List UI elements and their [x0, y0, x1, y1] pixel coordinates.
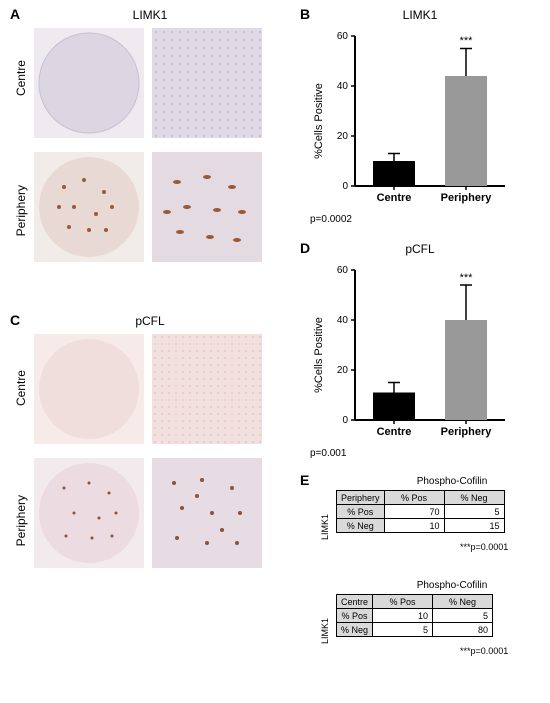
panel-d-label: D	[300, 240, 310, 256]
chart-b-svg: 0 20 40 60 *** Centre Periphery %Cells Posit…	[310, 26, 530, 216]
t1-rh2: % Neg	[337, 519, 385, 533]
chart-b-title: LIMK1	[310, 8, 530, 22]
svg-text:%Cells Positive: %Cells Positive	[313, 83, 325, 159]
t1-ch2: % Neg	[444, 491, 504, 505]
table2-side-title: LIMK1	[320, 604, 330, 644]
panel-e-label: E	[300, 472, 309, 488]
micrograph-c-centre-high	[152, 334, 262, 444]
panel-a-label: A	[10, 6, 20, 22]
svg-text:Periphery: Periphery	[441, 426, 493, 438]
chart-limk1: LIMK1 0 20 40 60 *** Centre	[310, 8, 530, 221]
svg-text:%Cells Positive: %Cells Positive	[313, 317, 325, 393]
table2-sig: ***p=0.0001	[460, 646, 508, 656]
panel-a-periphery-label: Periphery	[14, 185, 28, 236]
panel-a-title: LIMK1	[110, 8, 190, 22]
svg-text:60: 60	[337, 31, 349, 42]
t2-corner: Centre	[337, 595, 373, 609]
micrograph-a-periph-high	[152, 152, 262, 262]
t2-c11: 10	[373, 609, 433, 623]
svg-text:***: ***	[460, 272, 474, 284]
t2-ch1: % Pos	[373, 595, 433, 609]
t2-ch2: % Neg	[433, 595, 493, 609]
t1-ch1: % Pos	[384, 491, 444, 505]
svg-text:Centre: Centre	[377, 426, 412, 438]
svg-text:40: 40	[337, 315, 349, 326]
table1-sig: ***p=0.0001	[460, 542, 508, 552]
svg-text:20: 20	[337, 365, 349, 376]
t1-c22: 15	[444, 519, 504, 533]
t2-c22: 80	[433, 623, 493, 637]
svg-text:60: 60	[337, 265, 349, 276]
micrograph-a-periph-low	[34, 152, 144, 262]
t2-rh1: % Pos	[337, 609, 373, 623]
chart-b-pval: p=0.0002	[310, 214, 352, 225]
t2-rh2: % Neg	[337, 623, 373, 637]
t2-c12: 5	[433, 609, 493, 623]
svg-text:40: 40	[337, 81, 349, 92]
panel-a-centre-label: Centre	[14, 60, 28, 96]
t1-c21: 10	[384, 519, 444, 533]
micrograph-c-periph-low	[34, 458, 144, 568]
svg-text:Periphery: Periphery	[441, 192, 493, 204]
svg-text:0: 0	[342, 181, 348, 192]
svg-text:0: 0	[342, 415, 348, 426]
contingency-table-centre: Centre% Pos% Neg % Pos105 % Neg580	[336, 594, 493, 637]
table1-side-title: LIMK1	[320, 500, 330, 540]
contingency-table-periphery: Periphery% Pos% Neg % Pos705 % Neg1015	[336, 490, 505, 533]
t2-c21: 5	[373, 623, 433, 637]
micrograph-a-centre-high	[152, 28, 262, 138]
panel-c-centre-label: Centre	[14, 370, 28, 406]
micrograph-c-centre-low	[34, 334, 144, 444]
panel-c-periphery-label: Periphery	[14, 495, 28, 546]
table2-top-title: Phospho-Cofilin	[392, 580, 512, 591]
micrograph-a-centre-low	[34, 28, 144, 138]
panel-c-label: C	[10, 312, 20, 328]
t1-c11: 70	[384, 505, 444, 519]
panel-b-label: B	[300, 6, 310, 22]
svg-text:20: 20	[337, 131, 349, 142]
t1-rh1: % Pos	[337, 505, 385, 519]
t1-c12: 5	[444, 505, 504, 519]
t1-corner: Periphery	[337, 491, 385, 505]
chart-pcfl: pCFL 0204060 *** CentrePeriphery %Ce	[310, 242, 530, 455]
svg-text:Centre: Centre	[377, 192, 412, 204]
table1-top-title: Phospho-Cofilin	[392, 476, 512, 487]
chart-b-sig: ***	[460, 35, 474, 47]
chart-d-svg: 0 20 40 60 *** Centre Periphery %Cells Posit…	[310, 260, 530, 450]
chart-d-pval: p=0.001	[310, 448, 346, 459]
panel-c-title: pCFL	[110, 314, 190, 328]
micrograph-c-periph-high	[152, 458, 262, 568]
chart-d-title: pCFL	[310, 242, 530, 256]
